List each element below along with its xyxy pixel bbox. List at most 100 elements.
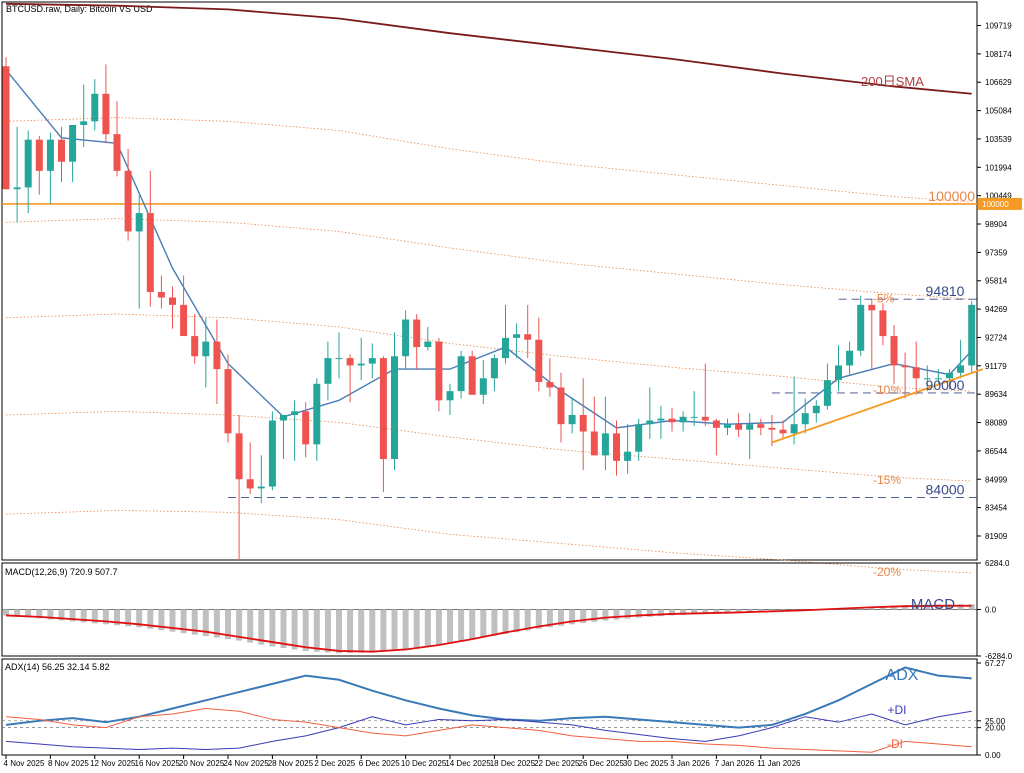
candle-body	[146, 213, 154, 293]
candle-body	[379, 358, 387, 460]
candle-body	[757, 424, 765, 428]
macd-histogram-bar	[435, 609, 442, 645]
macd-histogram-bar	[957, 604, 964, 610]
candle-body	[879, 310, 887, 337]
sma200-line-group	[5, 2, 972, 95]
candle-body	[801, 413, 809, 425]
macd-histogram-bar	[680, 609, 687, 615]
candle-body	[13, 187, 21, 190]
macd-histogram-bar	[280, 609, 287, 648]
candle-body	[790, 424, 798, 434]
macd-histogram-bar	[336, 609, 342, 654]
candle-body	[668, 418, 676, 423]
macd-histogram-bar	[502, 609, 509, 634]
candle-body	[868, 304, 876, 311]
envelope-percent-label: -15%	[873, 473, 901, 487]
macd-histogram-bar	[724, 609, 731, 613]
candle-body	[246, 479, 254, 489]
date-tick-label: 26 Dec 2025	[579, 759, 625, 768]
macd-histogram-bar	[669, 609, 675, 616]
candle-body	[823, 380, 831, 406]
date-tick-label: 4 Nov 2025	[4, 759, 45, 768]
macd-histogram-bar	[657, 609, 664, 617]
candle-body	[546, 381, 554, 388]
adx-title: ADX(14) 56.25 32.14 5.82	[5, 662, 110, 672]
adx-series-line	[5, 707, 972, 753]
macd-histogram-bar	[691, 609, 698, 615]
candle-body	[313, 383, 321, 445]
macd-histogram-bar	[114, 609, 120, 626]
adx-panel[interactable]: ADX(14) 56.25 32.14 5.82 67.27 25.0020.00…	[1, 658, 1006, 760]
macd-histogram-bar	[180, 609, 187, 634]
macd-histogram-bar	[14, 609, 21, 617]
price-tick-label: 108174	[985, 50, 1012, 59]
macd-histogram-bar	[746, 609, 753, 612]
macd-histogram-bar	[136, 609, 143, 628]
macd-histogram-bar	[313, 609, 320, 652]
macd-histogram-bar	[891, 605, 897, 610]
price-tick-label: 98904	[985, 220, 1008, 229]
candle-body	[324, 358, 332, 384]
candle-body	[524, 334, 532, 340]
macd-histogram-bar	[80, 609, 87, 623]
macd-plot: 6284.0 0.0 -6284.0 MACD	[2, 559, 1013, 661]
date-tick-label: 20 Nov 2025	[179, 759, 225, 768]
candle-body	[202, 341, 210, 357]
macd-panel[interactable]: MACD(12,26,9) 720.9 507.7 6284.0 0.0 -6284…	[1, 559, 1013, 661]
adx-tick-label: 25.00	[985, 717, 1006, 726]
candle-body	[690, 416, 698, 418]
candle-body	[468, 356, 476, 395]
macd-histogram-bar	[347, 609, 354, 653]
candle-body	[812, 405, 820, 414]
date-tick-label: 12 Nov 2025	[90, 759, 136, 768]
macd-histogram-bar	[447, 609, 453, 643]
candle-body	[346, 358, 354, 366]
candle-body	[890, 336, 898, 366]
candle-body	[357, 363, 365, 366]
candle-body	[457, 356, 465, 392]
candle-body	[169, 297, 176, 305]
macd-histogram-bar	[358, 609, 365, 653]
candle-body	[391, 356, 398, 460]
candle-body	[135, 213, 143, 232]
date-tick-label: 3 Jan 2026	[670, 759, 710, 768]
candle-body	[746, 424, 754, 430]
macd-histogram-bar	[158, 609, 165, 631]
macd-histogram-bar	[924, 604, 931, 610]
macd-label: MACD	[911, 596, 955, 613]
macd-histogram-bar	[646, 609, 653, 617]
candle-body	[712, 420, 720, 428]
macd-histogram-bar	[402, 609, 409, 649]
envelope-percent-label: -5%	[873, 291, 895, 305]
macd-histogram-bar	[580, 609, 587, 624]
sma200-line	[5, 2, 972, 95]
macd-histogram-bar	[91, 609, 98, 624]
candle-body	[479, 378, 487, 395]
macd-histogram-bar	[546, 609, 553, 628]
candle-body	[923, 378, 931, 380]
candle-body	[268, 420, 276, 487]
macd-histogram-bar	[391, 609, 398, 650]
candle-body	[646, 420, 654, 425]
adx-tick-label: 0.00	[985, 751, 1001, 760]
macd-histogram-bar	[968, 604, 975, 610]
macd-histogram-bar	[780, 609, 786, 611]
candle-body	[635, 424, 643, 452]
candle-body	[912, 367, 920, 379]
macd-histogram-bar	[102, 609, 109, 625]
price-tick-label: 86544	[985, 447, 1008, 456]
adx-tick-label: 20.00	[985, 724, 1006, 733]
macd-histogram-bar	[469, 609, 476, 640]
macd-histogram-bar	[380, 609, 387, 652]
price-tick-label: 95814	[985, 277, 1008, 286]
price-panel[interactable]: BTCUSD.raw, Daily: Bitcoin VS USD 109719…	[1, 1, 1022, 579]
macd-histogram-bar	[524, 609, 531, 631]
candlesticks	[2, 57, 976, 560]
key-level-badge-text: 100000	[982, 200, 1009, 209]
date-tick-label: 16 Nov 2025	[135, 759, 181, 768]
macd-histogram-bar	[213, 609, 220, 638]
date-tick-label: 30 Dec 2025	[623, 759, 669, 768]
candle-body	[291, 411, 299, 415]
macd-histogram-bar	[302, 609, 309, 651]
